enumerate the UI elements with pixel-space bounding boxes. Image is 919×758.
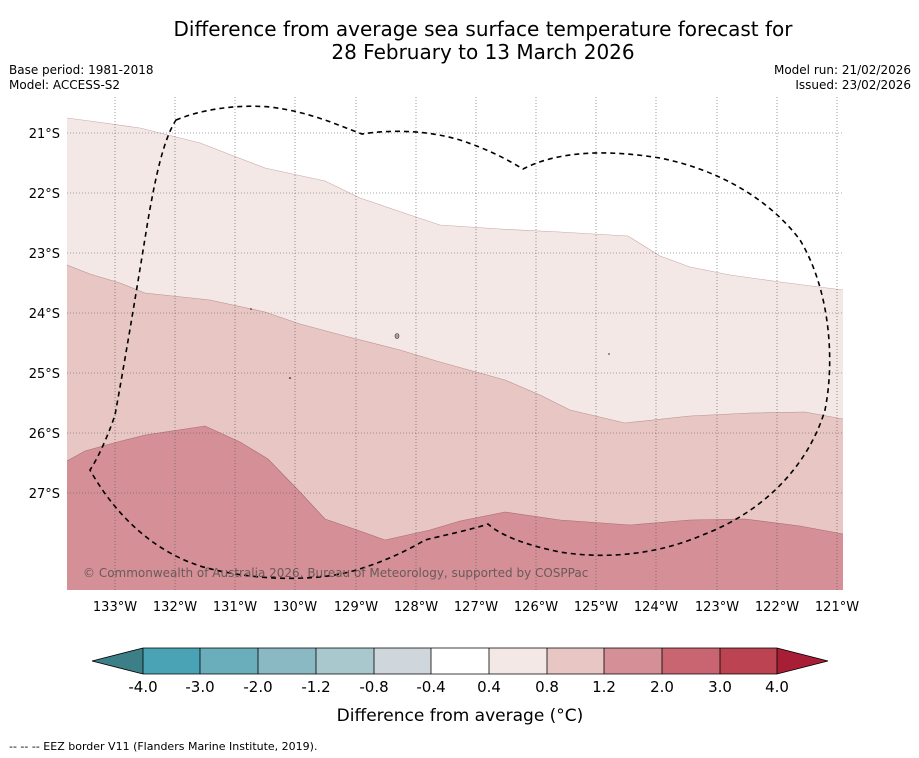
colorbar-tick: -0.4 [416, 678, 445, 696]
lon-labels: 133°W 132°W 131°W 130°W 129°W 128°W 127°… [93, 600, 859, 615]
lon-label: 124°W [634, 600, 678, 615]
map-title: Difference from average sea surface temp… [0, 18, 919, 64]
lon-label: 127°W [454, 600, 498, 615]
colorbar-min-arrow [92, 648, 143, 674]
lon-label: 131°W [213, 600, 257, 615]
title-line-2: 28 February to 13 March 2026 [331, 40, 635, 64]
band-0-8-to-1-2-edge [66, 264, 844, 424]
band-1-2-to-2-0 [67, 426, 843, 590]
colorbar-segment [374, 648, 431, 674]
lat-label: 22°S [29, 187, 60, 202]
colorbar-segment [662, 648, 720, 674]
colorbar-tick: 0.8 [535, 678, 559, 696]
colorbar-tick: 1.2 [592, 678, 616, 696]
colorbar-segment [604, 648, 662, 674]
title-line-1: Difference from average sea surface temp… [173, 17, 793, 41]
band-1-2-to-2-0-edge [66, 425, 844, 541]
colorbar-segment [431, 648, 489, 674]
lon-label: 122°W [755, 600, 799, 615]
colorbar-max-arrow [777, 648, 828, 674]
lat-label: 25°S [29, 367, 60, 382]
eez-border-line [89, 105, 831, 580]
issued-date: Issued: 23/02/2026 [795, 78, 911, 92]
lon-label: 132°W [153, 600, 197, 615]
colorbar: -4.0 -3.0 -2.0 -1.2 -0.8 -0.4 0.4 0.8 1.… [91, 647, 829, 726]
lat-labels: 21°S 22°S 23°S 24°S 25°S 26°S 27°S [29, 127, 60, 502]
lon-label: 128°W [394, 600, 438, 615]
lon-label: 125°W [574, 600, 618, 615]
lon-label: 126°W [514, 600, 558, 615]
eez-footnote: -- -- -- EEZ border V11 (Flanders Marine… [9, 740, 318, 753]
lon-label: 123°W [695, 600, 739, 615]
lat-label: 23°S [29, 247, 60, 262]
colorbar-label: Difference from average (°C) [337, 706, 584, 726]
lat-label: 27°S [29, 487, 60, 502]
gridlines [67, 97, 843, 590]
lon-label: 121°W [815, 600, 859, 615]
island-marker [608, 353, 610, 355]
lon-label: 133°W [93, 600, 137, 615]
colorbar-tick: -0.8 [359, 678, 388, 696]
colorbar-segment [316, 648, 374, 674]
island-marker [394, 333, 400, 339]
meta-right: Model run: 21/02/2026 Issued: 23/02/2026 [774, 63, 911, 93]
lon-label: 129°W [334, 600, 378, 615]
model-run: Model run: 21/02/2026 [773, 63, 911, 77]
meta-left: Base period: 1981-2018 Model: ACCESS-S2 [9, 63, 154, 93]
colorbar-segment [489, 648, 547, 674]
lat-label: 26°S [29, 427, 60, 442]
copyright-text: © Commonwealth of Australia 2026, Bureau… [83, 566, 588, 580]
colorbar-ticks: -4.0 -3.0 -2.0 -1.2 -0.8 -0.4 0.4 0.8 1.… [128, 678, 789, 696]
model-name: Model: ACCESS-S2 [9, 78, 121, 92]
colorbar-segment [258, 648, 316, 674]
colorbar-segment [720, 648, 777, 674]
base-period: Base period: 1981-2018 [9, 63, 154, 77]
colorbar-tick: -2.0 [243, 678, 272, 696]
colorbar-tick: -1.2 [301, 678, 330, 696]
colorbar-tick: -3.0 [185, 678, 214, 696]
map-area: © Commonwealth of Australia 2026, Bureau… [66, 97, 844, 590]
colorbar-segment [200, 648, 258, 674]
lat-label: 21°S [29, 127, 60, 142]
island-marker [288, 377, 292, 379]
band-0-4-to-0-8-edge [66, 117, 844, 291]
lon-label: 130°W [273, 600, 317, 615]
lat-label: 24°S [29, 307, 60, 322]
island-marker [250, 308, 252, 310]
colorbar-tick: 2.0 [650, 678, 674, 696]
colorbar-tick: 3.0 [708, 678, 732, 696]
colorbar-tick: 0.4 [477, 678, 501, 696]
colorbar-tick: -4.0 [128, 678, 157, 696]
colorbar-segment [143, 648, 200, 674]
colorbar-segment [547, 648, 604, 674]
colorbar-tick: 4.0 [765, 678, 789, 696]
